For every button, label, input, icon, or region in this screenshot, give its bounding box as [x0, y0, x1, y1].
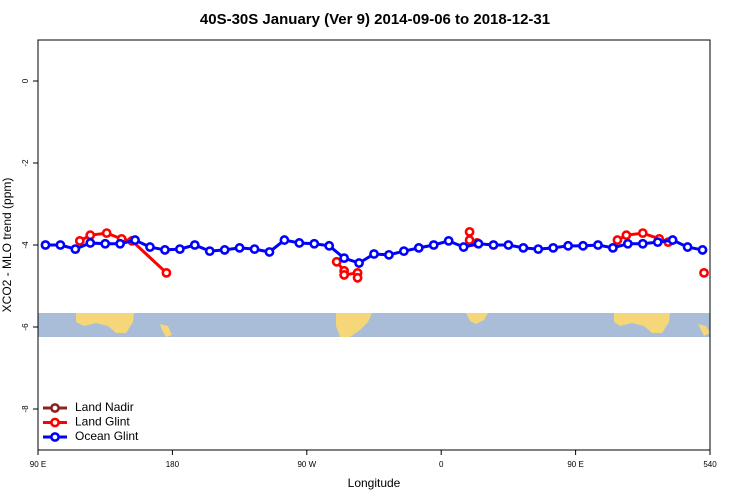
x-tick-label: 90 E [567, 460, 583, 469]
y-axis-label: XCO2 - MLO trend (ppm) [0, 178, 14, 313]
point [160, 245, 170, 255]
point [608, 242, 618, 253]
point [682, 242, 693, 252]
point [40, 240, 51, 250]
x-tick-label: 0 [439, 460, 444, 469]
point [593, 240, 603, 250]
land [160, 324, 172, 337]
point [578, 240, 588, 251]
point [443, 235, 454, 246]
point [612, 235, 623, 245]
point [264, 247, 275, 257]
point [219, 245, 230, 255]
point [503, 240, 514, 250]
point [130, 235, 140, 245]
point [464, 226, 475, 237]
land [336, 313, 372, 337]
point [637, 238, 648, 249]
point [294, 238, 305, 248]
legend-marker [50, 403, 60, 413]
point [85, 230, 96, 241]
point [101, 228, 112, 239]
x-axis-label: Longitude [348, 476, 401, 490]
series [76, 228, 707, 281]
legend-label: Land Glint [75, 415, 130, 429]
point [398, 246, 409, 257]
y-tick-label: -8 [21, 405, 30, 413]
point [548, 242, 559, 253]
point [85, 238, 96, 248]
point [249, 244, 260, 254]
x-tick-label: 90 E [30, 460, 46, 469]
land [614, 313, 670, 333]
point [204, 246, 215, 257]
chart-title: 40S-30S January (Ver 9) 2014-09-06 to 20… [200, 11, 550, 28]
point [354, 258, 364, 268]
point [70, 244, 81, 254]
point [161, 267, 172, 278]
point [622, 238, 633, 249]
point [563, 240, 574, 251]
point [533, 244, 544, 254]
point [464, 235, 475, 245]
point [309, 238, 320, 249]
point [369, 249, 379, 259]
x-tick-label: 90 W [297, 460, 316, 469]
point [384, 249, 394, 260]
y-tick-label: 0 [21, 78, 30, 83]
legend-marker [50, 417, 60, 428]
point [621, 230, 632, 241]
y-tick-label: -2 [21, 159, 30, 167]
point [324, 240, 335, 251]
land [698, 324, 710, 336]
point [352, 272, 363, 283]
point [637, 228, 648, 239]
point [667, 235, 678, 245]
point [189, 240, 200, 250]
map-strip [38, 313, 710, 337]
point [234, 242, 245, 253]
point [115, 238, 126, 249]
x-tick-label: 540 [703, 460, 717, 469]
point [699, 267, 709, 278]
point [279, 235, 290, 245]
point [697, 245, 708, 255]
point [100, 238, 111, 249]
point [331, 256, 342, 267]
land [76, 313, 134, 333]
point [55, 240, 66, 250]
y-tick-label: -4 [21, 241, 30, 249]
x-tick-label: 180 [166, 460, 180, 469]
point [413, 242, 424, 253]
point [339, 253, 350, 264]
legend-label: Ocean Glint [75, 429, 139, 443]
point [428, 240, 439, 250]
point [473, 238, 484, 249]
legend-label: Land Nadir [75, 400, 134, 414]
legend-marker [50, 432, 60, 442]
point [518, 242, 529, 253]
point [488, 240, 499, 250]
point [652, 237, 663, 248]
y-tick-label: -6 [21, 323, 30, 331]
point [339, 270, 350, 280]
land [466, 313, 488, 324]
point [145, 242, 155, 252]
point [458, 242, 469, 252]
ocean-strip [38, 313, 710, 337]
point [174, 244, 185, 254]
series [40, 235, 708, 268]
point [74, 235, 85, 246]
